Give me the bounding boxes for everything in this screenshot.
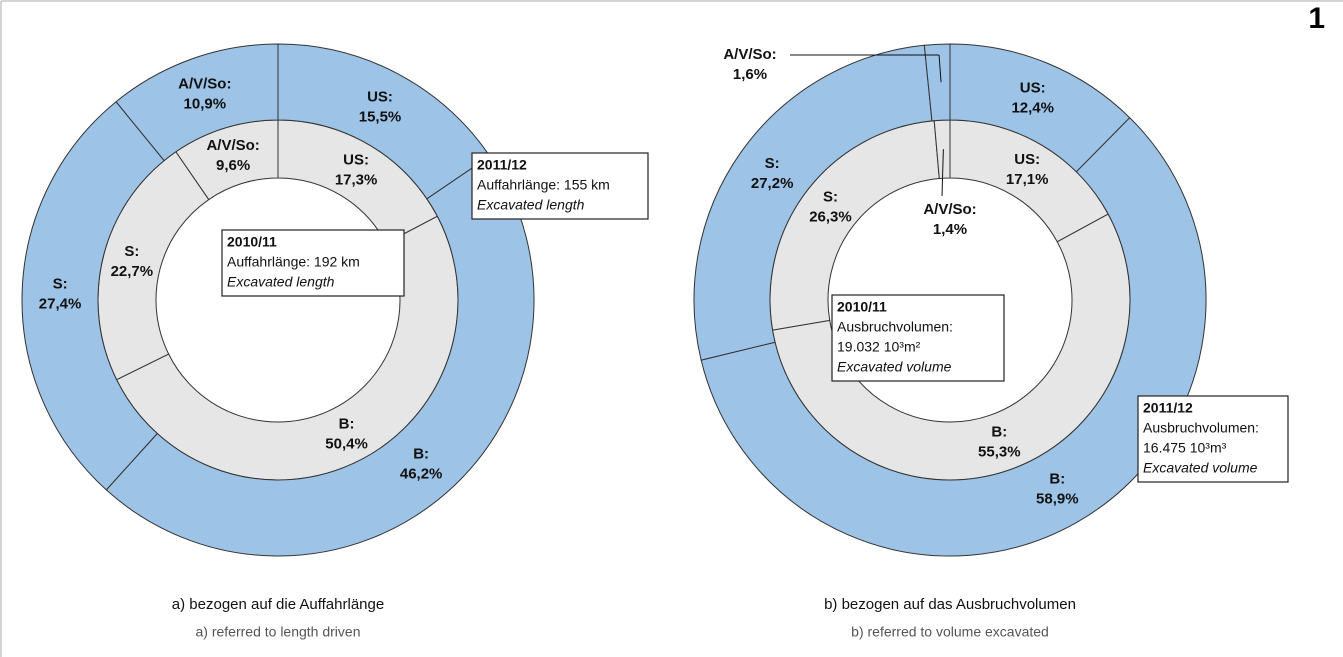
value-label: 10,9% xyxy=(184,96,227,113)
category-label: A/V/So: xyxy=(923,201,976,218)
caption-en: a) referred to length driven xyxy=(196,624,361,640)
value-label: 17,1% xyxy=(1006,171,1049,188)
category-label: US: xyxy=(1020,79,1046,96)
annotation-text: Ausbruchvolumen: xyxy=(837,319,953,335)
leader-line xyxy=(938,54,942,83)
category-label: US: xyxy=(367,88,393,105)
category-label: S: xyxy=(53,275,68,292)
annotation-text: Excavated length xyxy=(227,274,335,290)
annotation-title: 2010/11 xyxy=(837,299,887,315)
value-label: 50,4% xyxy=(325,436,368,453)
category-label: B: xyxy=(413,445,429,462)
value-label: 15,5% xyxy=(359,108,402,125)
value-label: 46,2% xyxy=(400,465,443,482)
value-label: 1,6% xyxy=(733,66,767,83)
annotation-box xyxy=(831,294,1005,382)
category-label: US: xyxy=(343,152,369,169)
category-label: A/V/So: xyxy=(206,137,259,154)
annotation-text: 16.475 10³m³ xyxy=(1143,440,1227,456)
donut-slice xyxy=(21,101,165,491)
figure-number: 1 xyxy=(1308,2,1325,35)
annotation-box xyxy=(1137,395,1289,483)
donut-slice xyxy=(105,155,535,557)
value-label: 27,4% xyxy=(39,295,82,312)
annotation-text: Auffahrlänge: 155 km xyxy=(477,177,610,193)
annotation-box xyxy=(221,229,405,297)
category-label: S: xyxy=(765,155,780,172)
donut-slice xyxy=(115,43,279,162)
annotation-title: 2011/12 xyxy=(1143,400,1193,416)
caption: a) bezogen auf die Auffahrlänge xyxy=(172,596,384,613)
category-label: B: xyxy=(1049,471,1065,488)
donut-slice xyxy=(923,43,951,122)
category-label: S: xyxy=(823,189,838,206)
annotation-box xyxy=(471,152,649,220)
category-label: US: xyxy=(1014,151,1040,168)
category-label: B: xyxy=(991,424,1007,441)
category-label: B: xyxy=(339,416,355,433)
donut-slice xyxy=(693,44,933,361)
value-label: 9,6% xyxy=(216,157,250,174)
leader-line xyxy=(941,149,944,197)
value-label: 22,7% xyxy=(111,263,154,280)
caption-en: b) referred to volume excavated xyxy=(851,624,1049,640)
donut-slice xyxy=(700,116,1207,557)
annotation-text: 19.032 10³m² xyxy=(837,339,921,355)
value-label: 26,3% xyxy=(809,209,852,226)
value-label: 58,9% xyxy=(1036,491,1079,508)
caption: b) bezogen auf das Ausbruchvolumen xyxy=(824,596,1076,613)
value-label: 12,4% xyxy=(1011,99,1054,116)
value-label: 27,2% xyxy=(751,175,794,192)
value-label: 1,4% xyxy=(933,221,967,238)
annotation-text: Ausbruchvolumen: xyxy=(1143,420,1259,436)
annotation-title: 2010/11 xyxy=(227,234,277,250)
value-label: 55,3% xyxy=(978,444,1021,461)
annotation-text: Excavated length xyxy=(477,197,585,213)
category-label: A/V/So: xyxy=(723,46,776,63)
annotation-text: Auffahrlänge: 192 km xyxy=(227,254,360,270)
annotation-title: 2011/12 xyxy=(477,157,527,173)
category-label: A/V/So: xyxy=(178,76,231,93)
value-label: 17,3% xyxy=(335,172,378,189)
annotation-text: Excavated volume xyxy=(837,359,952,375)
category-label: S: xyxy=(124,243,139,260)
annotation-text: Excavated volume xyxy=(1143,460,1258,476)
